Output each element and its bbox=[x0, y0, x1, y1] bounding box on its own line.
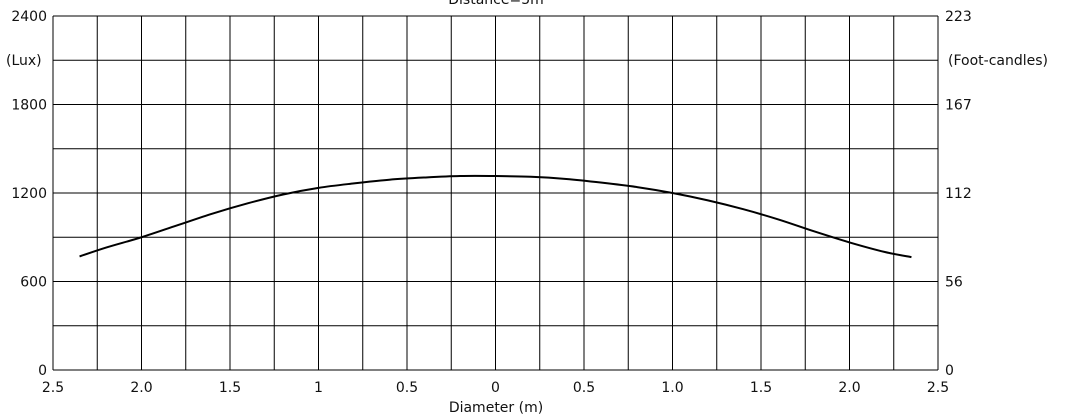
y-left-tick-label: 1200 bbox=[11, 186, 47, 202]
series-lines bbox=[79, 174, 912, 259]
y-right-tick-label: 112 bbox=[945, 186, 972, 202]
y-right-tick-label: 56 bbox=[945, 275, 963, 291]
x-tick-label: 2.0 bbox=[130, 380, 152, 396]
y-left-tick-labels: 0 600 1200 1800 2400 bbox=[11, 9, 47, 379]
x-tick-label: 2.5 bbox=[927, 380, 949, 396]
y-left-tick-label: 1800 bbox=[11, 98, 47, 114]
x-tick-label: 1 bbox=[314, 380, 323, 396]
x-tick-labels: 2.5 2.0 1.5 1 0.5 0 0.5 1.0 1.5 2.0 2.5 bbox=[42, 380, 949, 396]
x-tick-label: 0.5 bbox=[573, 380, 595, 396]
y-right-tick-label: 223 bbox=[945, 9, 972, 25]
x-tick-label: 0 bbox=[491, 380, 500, 396]
x-tick-label: 0.5 bbox=[396, 380, 418, 396]
y-right-tick-label: 167 bbox=[945, 98, 972, 114]
y-left-tick-label: 600 bbox=[20, 275, 47, 291]
series-line bbox=[79, 174, 912, 259]
y-right-axis-label: (Foot-candles) bbox=[948, 53, 1048, 69]
y-left-tick-label: 2400 bbox=[11, 9, 47, 25]
y-right-tick-labels: 0 56 112 167 223 bbox=[945, 9, 972, 379]
x-tick-label: 1.5 bbox=[750, 380, 772, 396]
x-tick-label: 2.0 bbox=[838, 380, 860, 396]
x-tick-label: 1.5 bbox=[219, 380, 241, 396]
y-left-tick-label: 0 bbox=[38, 363, 47, 379]
y-right-tick-label: 0 bbox=[945, 363, 954, 379]
chart-grid bbox=[52, 15, 939, 371]
x-tick-label: 2.5 bbox=[42, 380, 64, 396]
x-axis-label: Diameter (m) bbox=[449, 400, 543, 416]
x-tick-label: 1.0 bbox=[661, 380, 683, 396]
chart-title: Distance=5m bbox=[448, 0, 544, 8]
y-left-axis-label: (Lux) bbox=[6, 53, 42, 69]
